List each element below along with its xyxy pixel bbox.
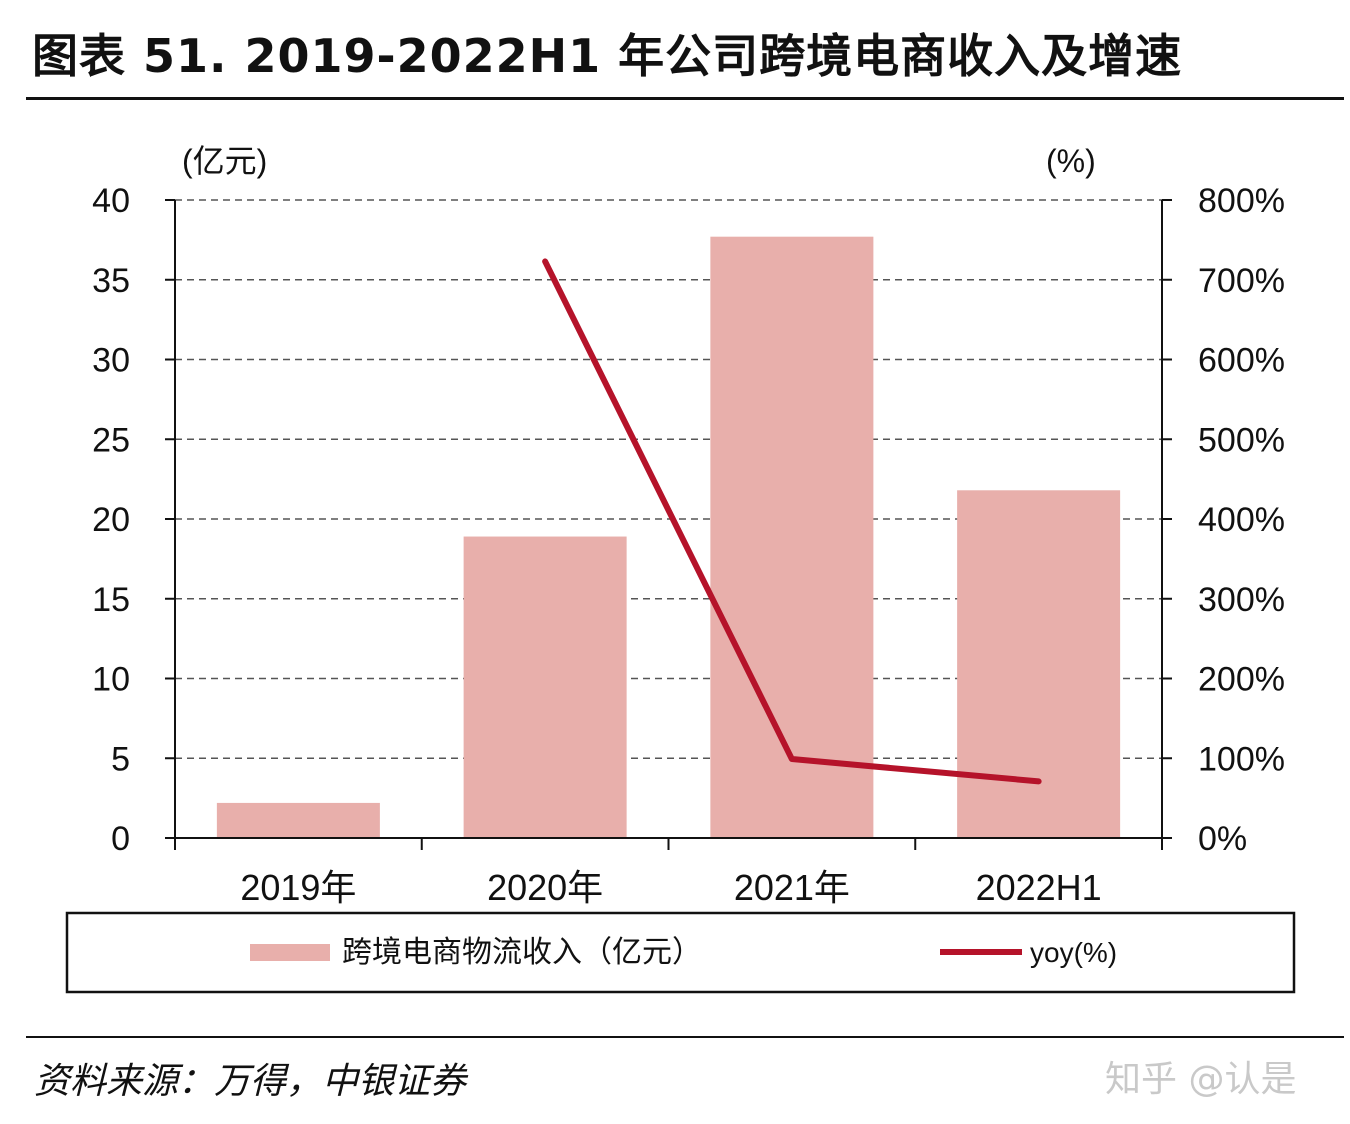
footer-divider (26, 1036, 1344, 1038)
yoy-line (542, 258, 1042, 785)
legend-box (65, 911, 1296, 994)
legend-line-label: yoy(%) (1030, 937, 1117, 968)
right-tick-label: 700% (1198, 262, 1285, 300)
right-tick-label: 0% (1198, 820, 1247, 858)
left-tick-label: 30 (92, 342, 130, 380)
right-tick-label: 400% (1198, 501, 1285, 539)
bar (463, 536, 627, 838)
right-tick-label: 200% (1198, 661, 1285, 699)
left-tick-label: 25 (92, 421, 130, 459)
left-tick-label: 10 (92, 661, 130, 699)
legend-bar-swatch (250, 944, 330, 961)
title-divider (26, 97, 1344, 100)
right-tick-label: 100% (1198, 740, 1285, 778)
x-tick-label: 2022H1 (976, 867, 1102, 908)
bar (710, 236, 874, 838)
yoy-line-series (542, 258, 1042, 785)
chart-title: 图表 51. 2019-2022H1 年公司跨境电商收入及增速 (32, 29, 1183, 83)
x-tick-label: 2019年 (240, 867, 356, 908)
legend: 跨境电商物流收入（亿元） yoy(%) (65, 911, 1296, 994)
right-axis-unit-label: (%) (1046, 143, 1096, 179)
bar (216, 802, 380, 838)
left-tick-label: 35 (92, 262, 130, 300)
axes: 0 0% 5 100% 10 200% 15 300% 20 400% 25 500% 30 600% 35… (92, 182, 1285, 908)
right-tick-label: 300% (1198, 581, 1285, 619)
left-tick-label: 40 (92, 182, 130, 220)
watermark: 知乎 @认是 (1105, 1059, 1297, 1100)
bars (216, 236, 1121, 838)
x-tick-label: 2020年 (487, 867, 603, 908)
left-tick-label: 15 (92, 581, 130, 619)
left-tick-label: 5 (111, 740, 130, 778)
legend-bar-label: 跨境电商物流收入（亿元） (342, 936, 702, 969)
right-tick-label: 800% (1198, 182, 1285, 220)
right-tick-label: 500% (1198, 421, 1285, 459)
source-note: 资料来源：万得，中银证券 (34, 1061, 467, 1102)
bar (957, 490, 1121, 838)
left-tick-label: 20 (92, 501, 130, 539)
right-tick-label: 600% (1198, 342, 1285, 380)
x-tick-label: 2021年 (734, 867, 850, 908)
chart: (亿元) (%) 0 0% 5 100% 10 200% 15 300% 20 400% 25 500… (65, 143, 1296, 994)
left-axis-unit-label: (亿元) (182, 143, 267, 179)
left-tick-label: 0 (111, 820, 130, 858)
